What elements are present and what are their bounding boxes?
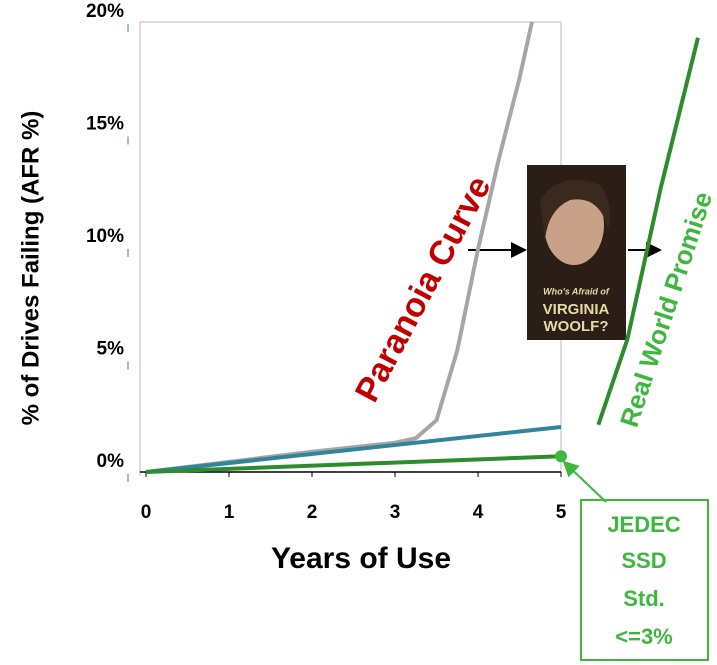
y-axis-label: % of Drives Failing (AFR %) [17,111,44,426]
x-tick-label: 1 [224,502,235,523]
poster-text: Who's Afraid of [543,286,610,296]
poster-text: WOOLF? [544,318,609,335]
line-series [145,21,534,474]
line-series [596,37,700,426]
callout-text: Std. [623,586,665,611]
x-tick-label: 3 [390,502,401,523]
poster-text: VIRGINIA [543,301,610,318]
callout-text: SSD [621,548,666,573]
y-tick-label: 20% [86,1,124,22]
x-axis-label: Years of Use [271,542,451,575]
x-tick-label: 2 [307,502,318,523]
line-series [145,425,562,474]
callout-arrow [562,460,607,503]
x-tick-label: 0 [141,502,152,523]
series-label: Real World Promise [614,188,717,430]
poster: Who's Afraid of VIRGINIA WOOLF? [527,165,626,340]
line-series [145,454,562,474]
end-marker [555,450,567,463]
y-tick-label: 10% [86,226,124,247]
callout-box [580,499,709,661]
y-tick-label: 15% [86,114,124,135]
x-tick-label: 4 [473,502,484,523]
y-tick-label: 5% [97,339,125,360]
x-tick-label: 5 [556,502,567,523]
callout-text: JEDEC [607,512,680,537]
y-tick-label: 0% [97,451,125,472]
callout-text: <=3% [615,624,673,649]
series-label: Paranoia Curve [348,170,499,408]
